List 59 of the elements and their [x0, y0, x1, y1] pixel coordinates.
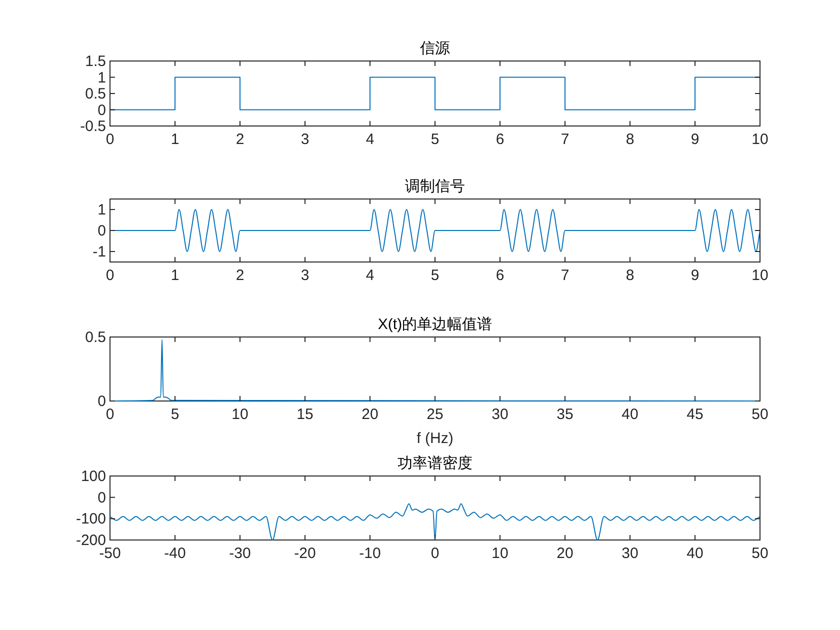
x-tick-label: 2 [236, 267, 244, 284]
x-tick-label: 6 [496, 131, 504, 148]
chart-title: 信源 [420, 40, 450, 57]
x-tick-label: -20 [294, 545, 316, 562]
x-tick-label: 5 [170, 406, 180, 423]
x-tick-label: 4 [366, 267, 374, 284]
y-tick-label: 0.5 [85, 329, 106, 346]
x-tick-label: 20 [362, 406, 378, 423]
x-tick-label: 40 [622, 406, 638, 423]
x-tick-label: 15 [296, 406, 314, 423]
x-tick-label: 50 [752, 406, 768, 423]
y-tick-label: 0 [98, 489, 106, 506]
x-tick-label: 7 [560, 131, 570, 148]
x-tick-label: 20 [556, 545, 574, 562]
x-tick-label: 25 [426, 406, 444, 423]
chart-title: X(t)的单边幅值谱 [378, 316, 492, 333]
x-tick-label: 50 [752, 545, 768, 562]
x-tick-label: 5 [430, 131, 440, 148]
y-tick-label: 0 [98, 393, 106, 410]
x-tick-label: 5 [430, 267, 440, 284]
x-tick-label: 9 [690, 267, 700, 284]
y-tick-label: 0.5 [85, 86, 106, 102]
y-tick-label: 1 [98, 202, 106, 218]
chart-title: 功率谱密度 [398, 455, 472, 472]
y-tick-label: -100 [76, 510, 106, 528]
x-axis-title: f (Hz) [416, 430, 454, 447]
y-tick-label: 0 [98, 102, 106, 119]
x-tick-label: -40 [164, 545, 186, 562]
chart-title: 调制信号 [405, 178, 465, 195]
x-tick-label: 4 [366, 131, 374, 148]
x-tick-label: -30 [229, 545, 251, 562]
x-tick-label: 10 [232, 406, 248, 423]
x-tick-label: 2 [236, 131, 244, 148]
x-tick-label: 35 [556, 406, 574, 423]
x-tick-label: 0 [430, 545, 440, 562]
y-tick-label: 100 [80, 468, 106, 485]
x-tick-label: 8 [626, 131, 634, 148]
x-tick-label: 1 [170, 131, 180, 148]
y-tick-label: 1 [98, 69, 106, 86]
x-tick-label: 30 [492, 406, 508, 423]
x-tick-label: 8 [626, 267, 634, 284]
x-tick-label: 30 [622, 545, 638, 562]
x-tick-label: -10 [359, 545, 381, 562]
x-tick-label: 1 [170, 267, 180, 284]
y-tick-label: -0.5 [80, 118, 106, 135]
y-tick-label: 0 [98, 222, 106, 240]
x-tick-label: 10 [752, 131, 768, 148]
x-tick-label: 3 [300, 267, 310, 284]
x-tick-label: 9 [690, 131, 700, 148]
y-tick-label: 1.5 [85, 53, 106, 70]
x-tick-label: 45 [686, 406, 704, 423]
x-tick-label: 3 [300, 131, 310, 148]
x-tick-label: 6 [496, 267, 504, 284]
x-tick-label: 7 [560, 267, 570, 284]
x-tick-label: 10 [752, 267, 768, 284]
x-tick-label: 40 [686, 545, 704, 562]
y-tick-label: -1 [92, 244, 106, 260]
x-tick-label: 10 [492, 545, 508, 562]
line-series [110, 503, 760, 540]
